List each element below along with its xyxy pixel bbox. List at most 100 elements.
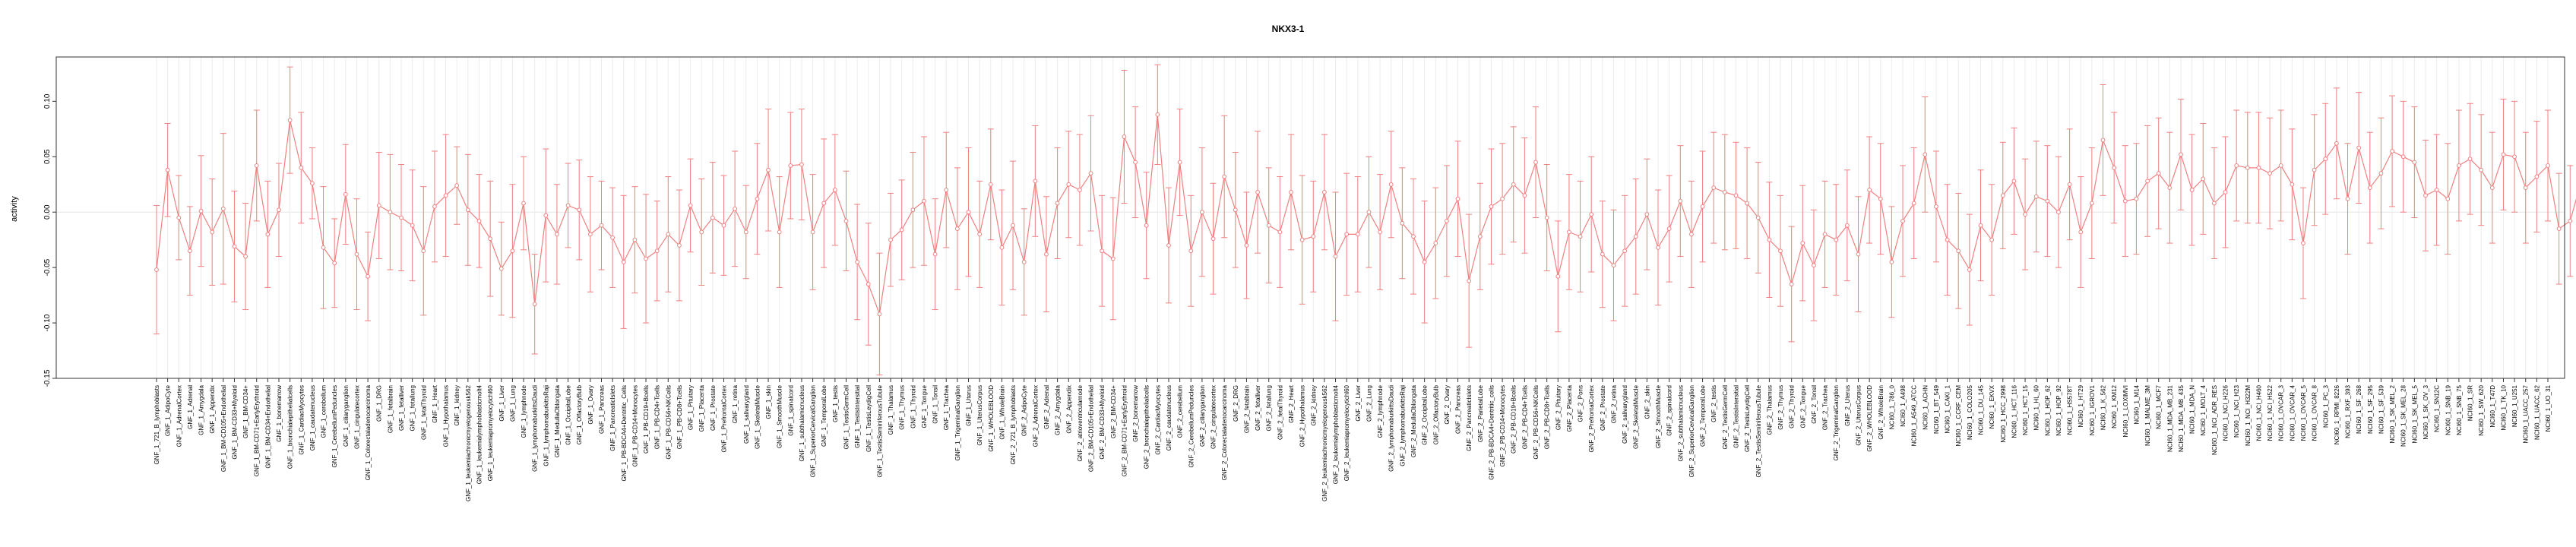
data-point [1378, 229, 1382, 235]
x-tick-label: GNF_1_fetalThyroid [420, 385, 427, 440]
data-point [2356, 145, 2362, 150]
data-point [376, 203, 381, 208]
data-point [1878, 196, 1883, 201]
data-point [1522, 193, 1527, 198]
x-tick-label: GNF_2_BM-CD71+EarlyErythroid [1121, 385, 1128, 476]
x-tick-label: GNF_2_TestisSeminiferousTubule [1755, 384, 1762, 477]
data-point [1911, 201, 1916, 206]
data-point [1900, 218, 1905, 223]
data-point [910, 207, 916, 213]
data-point [1856, 251, 1861, 257]
x-tick-label: GNF_2_SuperiorCervicalGanglion [1688, 385, 1695, 477]
data-point [366, 274, 371, 279]
data-point [1511, 182, 1516, 187]
data-point [1277, 229, 1283, 235]
x-tick-label: GNF_1_Hypothalamus [443, 385, 450, 447]
x-tick-label: GNF_1_PB-CD19+Bcells [643, 385, 650, 454]
x-tick-label: GNF_2_PB-CD19+Bcells [1511, 385, 1517, 454]
x-tick-label: NCI60_1_M14 [2133, 384, 2140, 424]
x-tick-label: GNF_2_caudatenucleus [1166, 385, 1172, 451]
x-tick-label: GNF_1_Pancreas [598, 385, 605, 434]
x-tick-label: GNF_2_PB-CD8+Tcells [1544, 385, 1551, 449]
data-point [1055, 201, 1060, 206]
data-point [2345, 196, 2350, 201]
x-tick-label: GNF_1_AdipoCyte [165, 384, 172, 436]
x-tick-label: NCI60_1_NCI_H460 [2255, 384, 2262, 441]
data-point [1244, 243, 1249, 248]
x-tick-label: GNF_2_salivarygland [1622, 385, 1628, 444]
data-point [2301, 241, 2305, 245]
data-point [2089, 201, 2094, 206]
x-tick-label: GNF_1_WholeBrain [998, 385, 1005, 440]
data-point [543, 213, 549, 218]
data-point [2167, 185, 2173, 191]
x-tick-label: GNF_1_CerebellumPeduncles [331, 385, 338, 468]
x-tick-label: GNF_1_AdrenalCortex [176, 385, 182, 447]
x-tick-label: NCI60_1_PC_3 [2322, 384, 2329, 428]
data-point [1411, 234, 1416, 239]
data-point [299, 165, 304, 170]
data-point [1956, 248, 1961, 254]
x-tick-label: NCI60_1_RXF_393 [2345, 384, 2352, 438]
x-tick-label: GNF_1_Adrenal [187, 385, 194, 429]
x-tick-label: NCI60_1_SK_MEL_5 [2411, 384, 2418, 443]
x-tick-label: GNF_2_AdipoCyte [1021, 384, 1028, 436]
x-tick-label: NCI60_1_SNB_75 [2456, 384, 2463, 435]
x-tick-label: GNF_1_leukemiapromyelocytichl60 [487, 384, 494, 481]
data-point [498, 266, 504, 271]
data-point [2568, 218, 2573, 223]
data-point [1755, 215, 1761, 220]
x-tick-label: GNF_2_PB-CD4+Tcells [1521, 385, 1528, 449]
data-point [1177, 160, 1182, 165]
data-point [399, 215, 403, 220]
x-tick-label: GNF_1_SkeletalMuscle [754, 384, 761, 449]
data-point [1044, 251, 1049, 257]
x-tick-label: GNF_1_TrigeminalGanglion [954, 385, 961, 460]
data-point [1656, 245, 1660, 250]
data-point [1199, 210, 1204, 215]
x-tick-label: GNF_2_testis [1710, 385, 1717, 422]
data-point [599, 223, 604, 228]
x-tick-label: GNF_1_lymphnode [521, 384, 527, 438]
x-tick-label: GNF_1_BM-CD34+ [242, 385, 249, 438]
x-tick-label: GNF_2_Adrenal [1043, 385, 1050, 429]
data-point [265, 232, 271, 237]
x-tick-label: GNF_2_Hypothalamus [1299, 385, 1306, 447]
x-tick-label: GNF_2_OlfactoryBulb [1432, 384, 1439, 444]
x-tick-label: GNF_1_bonemarrow [276, 385, 283, 442]
x-tick-label: GNF_2_PB-CD14+Monocytes [1499, 385, 1506, 466]
x-tick-label: GNF_2_TestisGermCell [1722, 385, 1729, 450]
data-point [1467, 278, 1472, 283]
data-point [632, 237, 638, 242]
data-point [1166, 243, 1171, 248]
x-tick-label: GNF_1_spinalcord [787, 385, 794, 436]
x-tick-label: GNF_2_Ovary [1444, 385, 1451, 425]
data-point [2033, 194, 2039, 199]
x-tick-label: NCI60_1_SK_MEL_2 [2389, 384, 2396, 443]
x-tick-label: GNF_1_OlfactoryBulb [576, 384, 583, 444]
x-tick-label: GNF_1_lymphomaburkittsDaudi [532, 385, 539, 472]
data-point [2479, 167, 2484, 172]
x-tick-label: GNF_1_MedullaOblongata [554, 384, 561, 457]
data-point [2546, 163, 2550, 168]
x-tick-label: NCI60_1_SR [2467, 385, 2474, 421]
x-tick-label: GNF_2_Lung [1366, 385, 1372, 422]
data-point [2278, 163, 2283, 168]
x-tick-label: GNF_1_leukemialymphoblasticmolt4 [476, 384, 483, 484]
x-tick-label: NCI60_1_SK_OV_3 [2423, 384, 2429, 439]
data-point [1088, 171, 1093, 176]
data-point [666, 232, 671, 237]
x-tick-label: GNF_2_Pons [1578, 385, 1584, 422]
data-point [954, 226, 960, 231]
x-tick-label: GNF_1_Uterus [966, 385, 973, 426]
data-point [2501, 152, 2506, 157]
data-point [2434, 188, 2439, 192]
x-tick-label: GNF_1_testis [832, 385, 839, 422]
x-tick-label: GNF_1_PB-CD8+Tcells [676, 385, 683, 449]
x-tick-label: GNF_1_PB-BDCA4+Dentritic_Cells [621, 385, 628, 482]
data-point [2556, 226, 2562, 231]
x-tick-label: GNF_2_Heart [1288, 384, 1295, 423]
data-point [2390, 149, 2394, 153]
x-tick-label: GNF_2_Tongue [1799, 384, 1806, 428]
